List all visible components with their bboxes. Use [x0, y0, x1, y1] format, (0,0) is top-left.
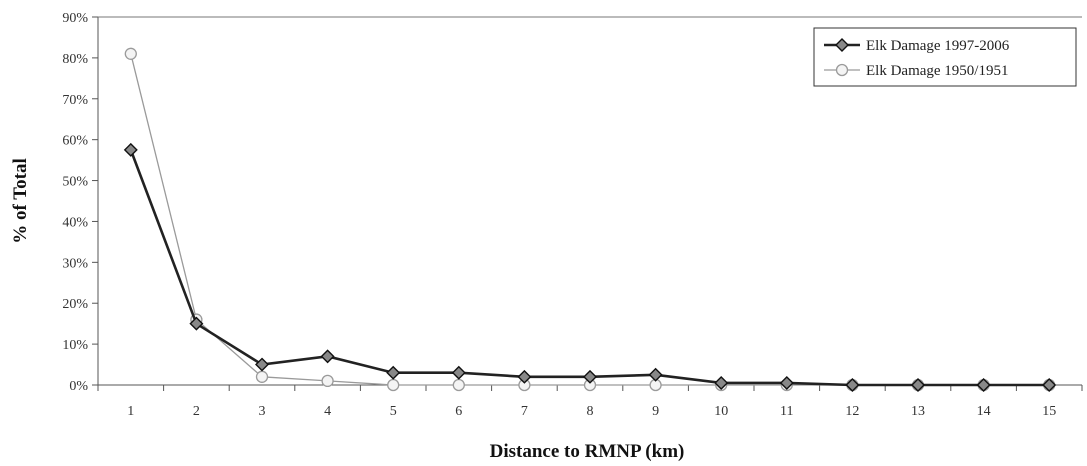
y-tick-label: 0% [69, 379, 88, 394]
x-tick-label: 4 [324, 404, 331, 419]
x-tick-label: 1 [127, 404, 134, 419]
x-tick-label: 14 [977, 404, 991, 419]
x-tick-label: 12 [845, 404, 859, 419]
data-point-diamond [976, 378, 991, 392]
x-tick-label: 11 [780, 404, 793, 419]
y-axis-title: % of Total [10, 158, 31, 244]
data-point-diamond [517, 369, 532, 384]
y-tick-label: 10% [62, 338, 88, 353]
y-axis-ticks: 0% 10% 20% 30% 40% 50% 60% 70% 80% 90% [62, 11, 98, 394]
x-tick-label: 6 [455, 404, 462, 419]
legend: Elk Damage 1997-2006 Elk Damage 1950/1951 [813, 27, 1077, 87]
data-point-circle [387, 378, 400, 392]
data-point-diamond [714, 375, 729, 390]
data-point-diamond [189, 316, 204, 331]
data-point-diamond [386, 365, 401, 380]
x-tick-label: 15 [1042, 404, 1056, 419]
data-point-diamond [911, 378, 925, 392]
x-axis-ticks: 1 2 3 4 5 6 7 8 9 10 11 12 13 14 15 [97, 385, 1083, 419]
x-tick-label: 7 [521, 404, 528, 419]
data-point-diamond [320, 349, 335, 364]
x-tick-label: 3 [259, 404, 266, 419]
data-point-diamond [835, 38, 849, 52]
data-point-diamond [648, 367, 663, 382]
series-1950-1951 [124, 47, 1056, 392]
data-point-diamond [1042, 378, 1057, 392]
x-tick-label: 9 [652, 404, 659, 419]
data-point-diamond [451, 365, 466, 380]
x-axis-title: Distance to RMNP (km) [490, 441, 685, 462]
y-tick-label: 20% [62, 297, 88, 312]
series-1997-2006 [123, 142, 1057, 392]
legend-box [813, 27, 1077, 87]
legend-item: Elk Damage 1997-2006 [824, 38, 1010, 54]
x-tick-label: 13 [911, 404, 925, 419]
x-tick-label: 10 [714, 404, 728, 419]
data-point-diamond [255, 357, 269, 372]
x-tick-label: 5 [390, 404, 397, 419]
series-line [130, 53, 1050, 386]
data-point-diamond [779, 375, 794, 390]
legend-label: Elk Damage 1950/1951 [866, 63, 1008, 79]
data-point-circle [452, 378, 465, 392]
data-point-diamond [583, 369, 597, 384]
series-layer [123, 47, 1057, 392]
y-tick-label: 40% [62, 215, 88, 230]
data-point-circle [321, 374, 334, 388]
y-tick-label: 80% [62, 52, 88, 67]
x-tick-label: 2 [193, 404, 200, 419]
legend-item: Elk Damage 1950/1951 [824, 63, 1008, 79]
y-tick-label: 50% [62, 175, 88, 190]
data-point-circle [255, 370, 269, 383]
x-tick-label: 8 [587, 404, 594, 419]
y-tick-label: 70% [62, 93, 88, 108]
y-tick-label: 90% [62, 11, 88, 26]
data-point-circle [835, 63, 849, 77]
legend-label: Elk Damage 1997-2006 [866, 38, 1010, 54]
y-tick-label: 60% [62, 134, 88, 149]
data-point-diamond [845, 378, 860, 392]
y-tick-label: 30% [62, 256, 88, 271]
data-point-diamond [123, 142, 138, 157]
series-line [129, 149, 1050, 387]
data-point-circle [124, 47, 137, 60]
